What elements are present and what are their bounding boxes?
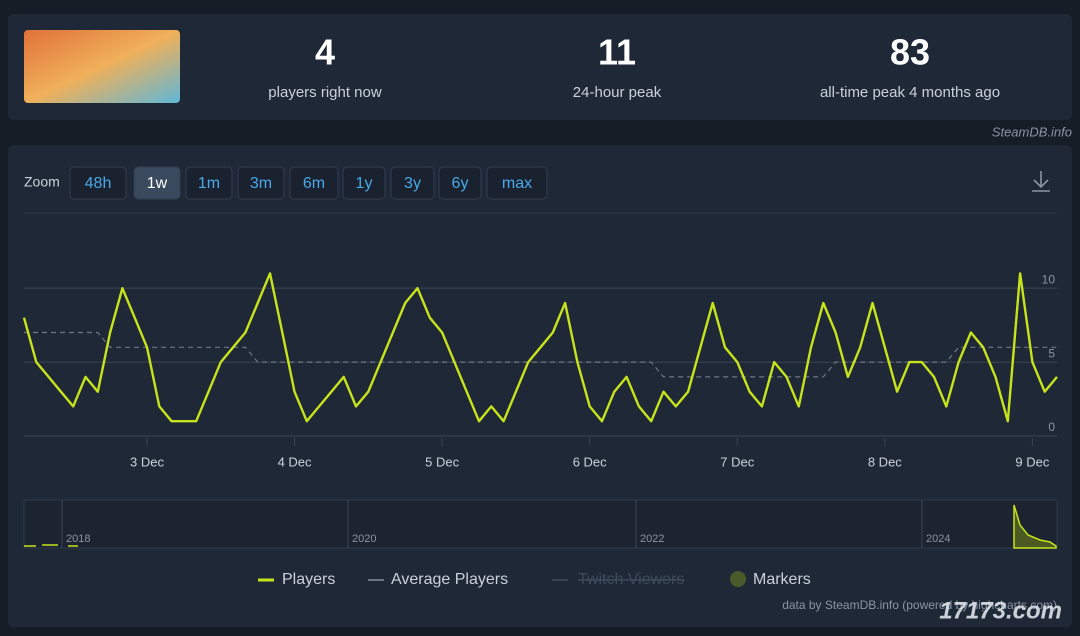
navigator-preview <box>1013 504 1057 549</box>
zoom-button-label[interactable]: 3y <box>404 175 421 192</box>
zoom-label: Zoom <box>24 174 60 190</box>
zoom-button[interactable] <box>69 166 127 200</box>
navigator-label: 2022 <box>640 533 664 545</box>
zoom-button[interactable] <box>237 166 285 200</box>
y-tick-label: 0 <box>1048 420 1055 434</box>
watermark: 17173.com <box>939 597 1062 624</box>
legend-label[interactable]: Markers <box>753 571 811 588</box>
stat-label: players right now <box>268 84 382 101</box>
zoom-button-label[interactable]: 48h <box>85 175 112 192</box>
zoom-button[interactable] <box>486 166 548 200</box>
navigator-label: 2018 <box>66 533 90 545</box>
zoom-button[interactable] <box>289 166 339 200</box>
series-line <box>22 272 1058 423</box>
zoom-button[interactable] <box>390 166 435 200</box>
zoom-button-label[interactable]: 3m <box>250 175 272 192</box>
x-tick-label: 9 Dec <box>1015 454 1049 469</box>
stat-value: 83 <box>890 32 930 73</box>
navigator-label: 2024 <box>926 533 950 545</box>
x-tick-label: 5 Dec <box>425 454 459 469</box>
zoom-button-label[interactable]: 1w <box>147 175 168 192</box>
x-tick-label: 7 Dec <box>720 454 754 469</box>
stats-panel <box>8 14 1072 120</box>
stat-value: 11 <box>598 32 636 73</box>
zoom-button[interactable] <box>438 166 482 200</box>
legend-label[interactable]: Twitch Viewers <box>578 571 684 588</box>
zoom-button-label[interactable]: 1m <box>198 175 220 192</box>
navigator-label: 2020 <box>352 533 376 545</box>
zoom-button-label[interactable]: 1y <box>356 175 373 192</box>
download-icon[interactable] <box>1032 171 1050 192</box>
x-tick-label: 6 Dec <box>573 454 607 469</box>
zoom-button[interactable] <box>133 166 181 200</box>
y-tick-label: 5 <box>1048 346 1055 360</box>
x-tick-label: 4 Dec <box>278 454 312 469</box>
stat-label: all-time peak 4 months ago <box>820 84 1000 101</box>
navigator <box>23 499 1058 549</box>
navigator-preview <box>24 544 78 547</box>
game-thumbnail <box>24 30 180 103</box>
zoom-button[interactable] <box>342 166 386 200</box>
chart-credit: data by SteamDB.info (powered by highcha… <box>782 598 1057 612</box>
y-tick-label: 10 <box>1042 272 1056 286</box>
zoom-button[interactable] <box>185 166 233 200</box>
zoom-button-label[interactable]: 6m <box>303 175 325 192</box>
x-tick-label: 8 Dec <box>868 454 902 469</box>
stat-label: 24-hour peak <box>573 84 662 101</box>
legend-label[interactable]: Average Players <box>391 571 508 588</box>
x-tick-label: 3 Dec <box>130 454 164 469</box>
zoom-button-label[interactable]: 6y <box>452 175 469 192</box>
site-credit: SteamDB.info <box>992 124 1072 139</box>
legend-swatch <box>730 571 746 587</box>
stat-value: 4 <box>315 32 335 73</box>
legend-label[interactable]: Players <box>282 571 335 588</box>
chart-panel <box>8 145 1072 627</box>
zoom-button-label[interactable]: max <box>502 175 532 192</box>
